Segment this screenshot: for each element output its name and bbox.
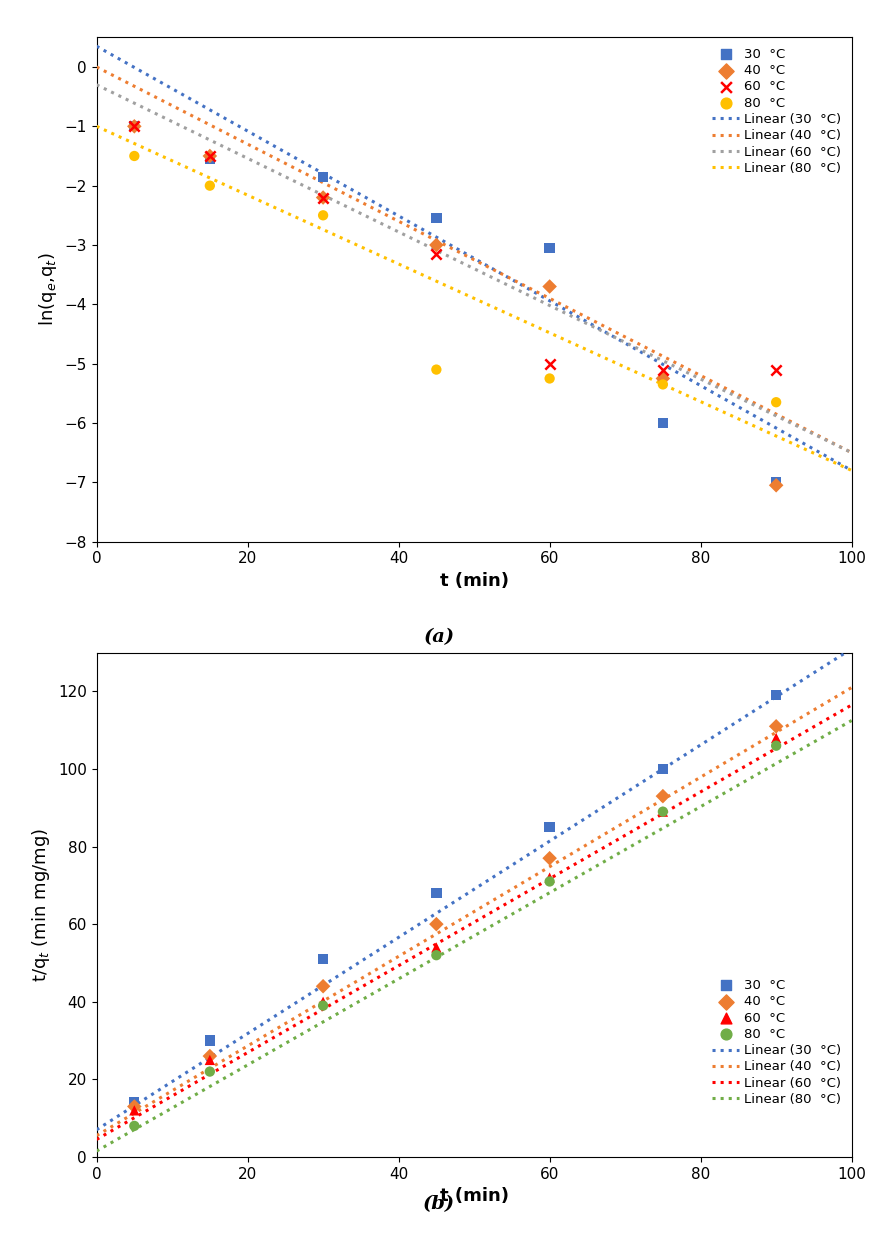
Point (429, 914, 443, 934)
Point (127, 1096, 141, 1116)
Point (655, 368, 669, 388)
Point (127, 1116, 141, 1136)
Point (542, 817, 556, 837)
Point (203, 1061, 217, 1081)
Point (316, 995, 330, 1015)
Point (655, 801, 669, 821)
Point (542, 848, 556, 868)
Point (316, 205, 330, 225)
Legend: 30  °C, 40  °C, 60  °C, 80  °C, Linear (30  °C), Linear (40  °C), Linear (60  °C: 30 °C, 40 °C, 60 °C, 80 °C, Linear (30 °… (708, 975, 844, 1110)
Text: (a): (a) (423, 628, 454, 646)
X-axis label: t (min): t (min) (439, 572, 508, 590)
Point (768, 360, 782, 379)
Legend: 30  °C, 40  °C, 60  °C, 80  °C, Linear (30  °C), Linear (40  °C), Linear (60  °C: 30 °C, 40 °C, 60 °C, 80 °C, Linear (30 °… (708, 44, 844, 179)
Point (768, 473, 782, 493)
Point (655, 759, 669, 779)
X-axis label: t (min): t (min) (439, 1187, 508, 1205)
Point (429, 938, 443, 958)
Point (127, 117, 141, 137)
Y-axis label: ln(q$_e$,q$_t$): ln(q$_e$,q$_t$) (37, 253, 59, 326)
Point (316, 167, 330, 187)
Point (429, 945, 443, 965)
Point (429, 235, 443, 255)
Point (203, 1030, 217, 1050)
Point (768, 728, 782, 748)
Point (542, 276, 556, 296)
Point (768, 735, 782, 755)
Point (316, 188, 330, 208)
Point (127, 1092, 141, 1112)
Point (203, 146, 217, 165)
Point (127, 1101, 141, 1121)
Point (127, 117, 141, 137)
Point (768, 475, 782, 495)
Point (203, 175, 217, 195)
Point (429, 244, 443, 264)
Point (316, 991, 330, 1011)
Point (768, 685, 782, 705)
Point (655, 801, 669, 821)
Point (542, 368, 556, 388)
Point (655, 413, 669, 433)
Point (429, 360, 443, 379)
Point (542, 353, 556, 373)
Text: (b): (b) (423, 1195, 454, 1213)
Point (655, 786, 669, 806)
Point (542, 867, 556, 887)
Y-axis label: t/q$_t$ (min mg/mg): t/q$_t$ (min mg/mg) (31, 827, 53, 982)
Point (768, 717, 782, 736)
Point (127, 117, 141, 137)
Point (429, 208, 443, 228)
Point (203, 146, 217, 165)
Point (655, 374, 669, 394)
Point (316, 188, 330, 208)
Point (127, 146, 141, 165)
Point (542, 238, 556, 258)
Point (203, 1046, 217, 1066)
Point (655, 360, 669, 379)
Point (542, 872, 556, 892)
Point (203, 149, 217, 169)
Point (203, 1050, 217, 1070)
Point (429, 883, 443, 903)
Point (768, 392, 782, 412)
Point (316, 977, 330, 996)
Point (316, 949, 330, 969)
